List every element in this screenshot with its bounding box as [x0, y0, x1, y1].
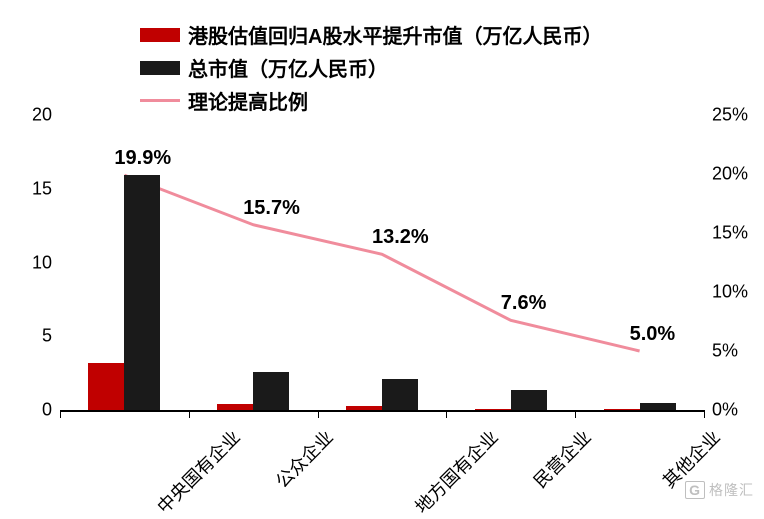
- bar-black: [124, 175, 160, 410]
- chart-container: 港股估值回归A股水平提升市值（万亿人民币） 总市值（万亿人民币） 理论提高比例 0 5…: [0, 0, 764, 506]
- y-left-tick: 0: [42, 400, 52, 421]
- bar-black: [253, 372, 289, 410]
- line-data-label: 5.0%: [630, 323, 676, 346]
- y-left-tick: 10: [32, 252, 52, 273]
- x-tick-mark: [704, 410, 705, 418]
- y-left-tick: 20: [32, 105, 52, 126]
- x-category-label: 民营企业: [527, 424, 596, 493]
- line-data-label: 19.9%: [114, 147, 171, 170]
- x-tick-mark: [60, 410, 61, 418]
- bar-black: [511, 390, 547, 410]
- x-axis-line: [60, 410, 704, 412]
- legend-item: 理论提高比例: [140, 86, 602, 115]
- y-right-tick: 20%: [712, 164, 748, 185]
- legend-label: 总市值（万亿人民币）: [188, 53, 388, 82]
- x-category-label: 中央国有企业: [151, 424, 246, 519]
- y-right-tick: 10%: [712, 282, 748, 303]
- bar-black: [382, 379, 418, 410]
- y-axis-left: 05101520: [0, 115, 60, 410]
- legend-swatch: [140, 28, 180, 42]
- legend-label: 理论提高比例: [188, 86, 308, 115]
- trend-line: [124, 175, 639, 351]
- watermark: G 格隆汇: [685, 480, 754, 500]
- y-right-tick: 15%: [712, 223, 748, 244]
- bar-black: [640, 403, 676, 410]
- watermark-logo: G: [685, 481, 705, 499]
- x-tick-mark: [446, 410, 447, 418]
- bar-red: [88, 363, 124, 410]
- y-axis-right: 0%5%10%15%20%25%: [704, 115, 764, 410]
- line-data-label: 15.7%: [243, 197, 300, 220]
- legend: 港股估值回归A股水平提升市值（万亿人民币） 总市值（万亿人民币） 理论提高比例: [140, 20, 602, 119]
- x-category-label: 公众企业: [269, 424, 338, 493]
- x-tick-mark: [189, 410, 190, 418]
- legend-item: 港股估值回归A股水平提升市值（万亿人民币）: [140, 20, 602, 49]
- y-right-tick: 25%: [712, 105, 748, 126]
- legend-swatch: [140, 61, 180, 75]
- legend-label: 港股估值回归A股水平提升市值（万亿人民币）: [188, 20, 602, 49]
- line-data-label: 13.2%: [372, 226, 429, 249]
- x-category-label: 地方国有企业: [409, 424, 504, 519]
- x-tick-mark: [575, 410, 576, 418]
- watermark-text: 格隆汇: [709, 480, 754, 500]
- y-left-tick: 15: [32, 178, 52, 199]
- x-tick-mark: [318, 410, 319, 418]
- y-right-tick: 0%: [712, 400, 738, 421]
- y-right-tick: 5%: [712, 341, 738, 362]
- line-data-label: 7.6%: [501, 292, 547, 315]
- legend-item: 总市值（万亿人民币）: [140, 53, 602, 82]
- legend-swatch: [140, 99, 180, 102]
- y-left-tick: 5: [42, 326, 52, 347]
